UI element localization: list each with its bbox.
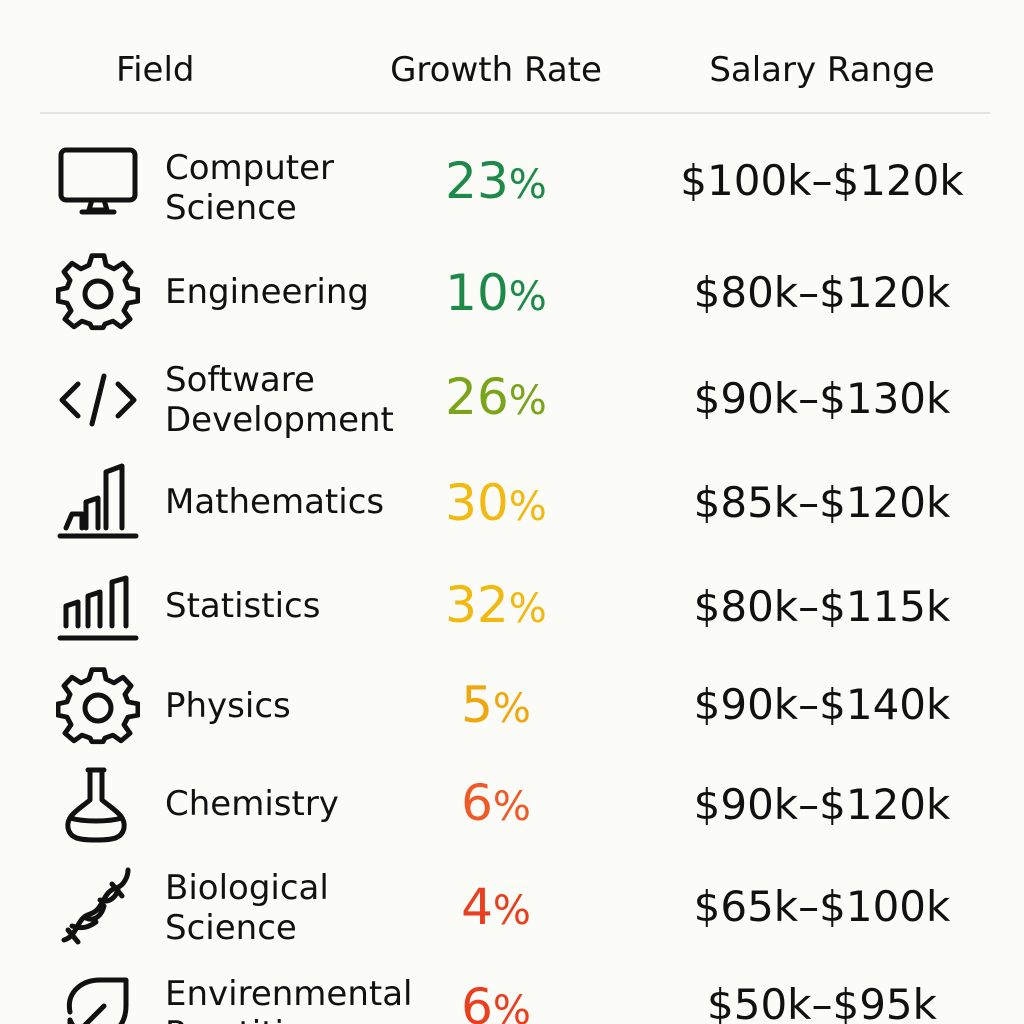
salary-range: $85k–$120k: [693, 478, 951, 527]
gear-icon: [56, 252, 140, 336]
growth-rate: 4%: [461, 878, 531, 936]
field-name: Computer Science: [165, 148, 335, 228]
growth-rate: 10%: [445, 264, 547, 322]
leaf-icon: [56, 972, 140, 1024]
field-name: Mathematics: [165, 482, 385, 522]
gear-icon: [56, 666, 140, 750]
field-name: Software Development: [165, 360, 394, 440]
field-name: Chemistry: [165, 784, 339, 824]
dna-icon: [56, 866, 140, 950]
flask-icon: [56, 766, 140, 850]
header-divider: [40, 112, 990, 114]
field-name: Statistics: [165, 586, 321, 626]
header-salary-range: Salary Range: [709, 50, 935, 90]
salary-range: $50k–$95k: [707, 980, 937, 1024]
salary-range: $65k–$100k: [693, 882, 951, 931]
header-field: Field: [116, 50, 195, 90]
growth-rate: 5%: [461, 676, 531, 734]
salary-range: $100k–$120k: [680, 156, 964, 205]
field-name: Engineering: [165, 272, 369, 312]
field-name: Biological Science: [165, 868, 329, 948]
bar-chart-icon: [56, 568, 140, 652]
growth-rate: 23%: [445, 152, 547, 210]
salary-range: $90k–$130k: [693, 374, 951, 423]
growth-rate: 6%: [461, 774, 531, 832]
header-growth-rate: Growth Rate: [390, 50, 602, 90]
growth-rate: 30%: [445, 474, 547, 532]
salary-range: $90k–$140k: [693, 680, 951, 729]
bar-chart-icon: [56, 462, 140, 546]
field-name: Envirenmental Practitioner: [165, 974, 413, 1024]
growth-rate: 6%: [461, 978, 531, 1024]
code-icon: [56, 358, 140, 442]
growth-rate: 26%: [445, 368, 547, 426]
field-name: Physics: [165, 686, 291, 726]
growth-rate: 32%: [445, 576, 547, 634]
salary-range: $80k–$120k: [693, 268, 951, 317]
salary-range: $90k–$120k: [693, 780, 951, 829]
salary-range: $80k–$115k: [693, 582, 951, 631]
monitor-icon: [56, 142, 140, 226]
table-header: Field Growth Rate Salary Range: [0, 0, 1024, 112]
